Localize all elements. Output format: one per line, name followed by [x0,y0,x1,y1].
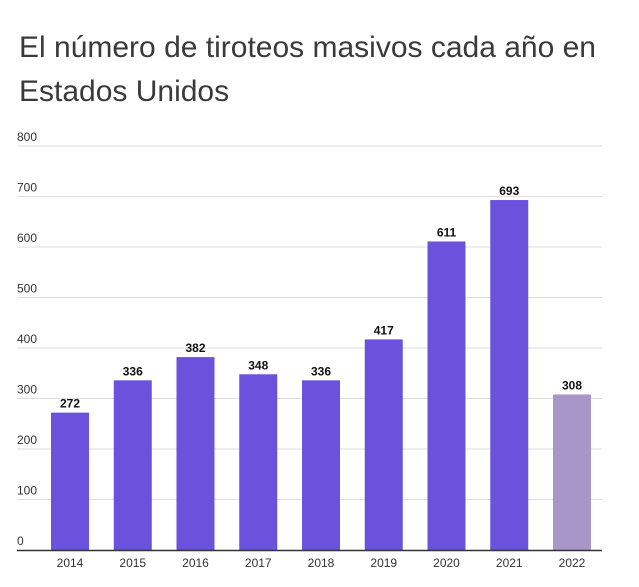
bar-2019 [364,339,403,550]
y-axis-ticks: 0 100 200 300 400 500 600 700 800 [17,130,37,548]
x-tick-label-2014: 2014 [57,556,84,570]
data-label-2016: 382 [185,341,205,355]
data-label-2022: 308 [562,378,582,392]
data-labels: 272 336 382 348 336 417 611 693 308 [60,184,582,411]
data-label-2021: 693 [499,184,519,198]
y-tick-label: 0 [17,534,24,548]
bar-2018 [302,380,340,550]
bar-2014 [51,412,89,550]
data-label-2014: 272 [60,397,80,411]
y-tick-label: 100 [17,484,37,498]
y-tick-label: 800 [17,130,37,144]
x-tick-label-2020: 2020 [433,556,460,570]
chart-title: El número de tiroteos masivos cada año e… [19,31,596,108]
data-label-2017: 348 [248,358,268,372]
data-label-2019: 417 [374,323,394,337]
y-tick-label: 200 [17,433,37,447]
x-tick-label-2016: 2016 [182,556,209,570]
y-tick-label: 600 [17,231,37,245]
bar-2016 [176,357,215,550]
data-label-2015: 336 [123,364,143,378]
y-tick-label: 400 [17,332,37,346]
bar-2020 [427,241,466,550]
bars [51,200,591,550]
x-tick-label-2015: 2015 [119,556,146,570]
data-label-2018: 336 [311,364,331,378]
x-tick-label-2021: 2021 [496,556,523,570]
y-tick-label: 300 [17,383,37,397]
x-tick-label-2018: 2018 [308,556,335,570]
bar-2015 [113,380,152,550]
y-tick-label: 500 [17,282,37,296]
x-tick-label-2019: 2019 [370,556,397,570]
x-axis-ticks: 2014 2015 2016 2017 2018 2019 2020 2021 2022 [57,556,586,570]
x-tick-label-2017: 2017 [245,556,272,570]
y-tick-label: 700 [17,181,37,195]
data-label-2020: 611 [437,225,457,239]
bar-2017 [239,374,278,550]
x-tick-label-2022: 2022 [559,556,586,570]
bar-2022 [553,394,591,550]
bar-2021 [490,200,529,550]
